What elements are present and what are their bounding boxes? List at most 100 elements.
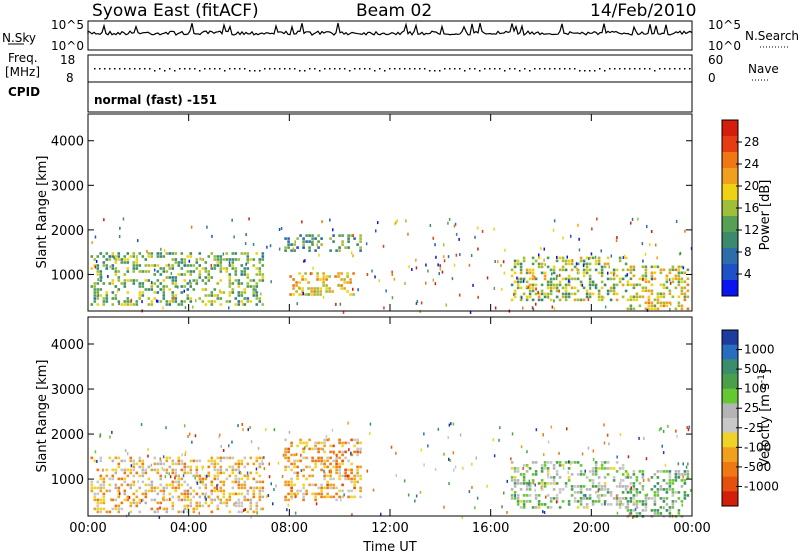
noise-cell bbox=[686, 426, 688, 429]
echo-cell bbox=[564, 277, 568, 281]
freq-dot bbox=[159, 68, 161, 70]
echo-cell bbox=[615, 298, 619, 302]
echo-cell bbox=[225, 477, 229, 481]
echo-cell bbox=[177, 303, 181, 306]
echo-cell bbox=[329, 456, 332, 460]
echo-cell bbox=[168, 456, 172, 460]
echo-cell bbox=[525, 500, 529, 503]
echo-cell bbox=[543, 274, 547, 278]
echo-cell bbox=[192, 474, 196, 478]
echo-cell bbox=[219, 480, 223, 484]
echo-cell bbox=[588, 283, 592, 287]
noise-cell bbox=[113, 256, 115, 260]
echo-cell bbox=[111, 267, 115, 270]
noise-cell bbox=[187, 435, 189, 438]
noise-cell bbox=[678, 252, 681, 256]
echo-cell bbox=[234, 270, 238, 273]
echo-cell bbox=[246, 492, 250, 496]
echo-cell bbox=[207, 300, 211, 303]
noise-cell bbox=[555, 500, 558, 504]
colorbar-segment bbox=[722, 491, 738, 507]
echo-cell bbox=[231, 471, 235, 475]
echo-cell bbox=[225, 300, 229, 303]
echo-cell bbox=[228, 279, 232, 282]
echo-cell bbox=[579, 256, 583, 260]
echo-cell bbox=[359, 447, 362, 451]
noise-cell bbox=[260, 507, 262, 511]
echo-cell bbox=[293, 459, 296, 463]
echo-cell bbox=[513, 467, 517, 470]
noise-cell bbox=[547, 475, 549, 479]
echo-cell bbox=[516, 277, 520, 281]
echo-cell bbox=[341, 441, 344, 445]
echo-cell bbox=[632, 470, 636, 473]
echo-cell bbox=[606, 473, 610, 476]
echo-cell bbox=[153, 273, 157, 276]
echo-cell bbox=[237, 510, 241, 514]
echo-cell bbox=[320, 495, 323, 499]
echo-cell bbox=[90, 285, 94, 288]
echo-cell bbox=[290, 486, 293, 490]
echo-cell bbox=[302, 450, 305, 454]
echo-cell bbox=[252, 462, 256, 466]
echo-cell bbox=[320, 237, 323, 240]
echo-cell bbox=[287, 450, 290, 454]
noise-cell bbox=[137, 480, 139, 484]
echo-cell bbox=[120, 303, 124, 306]
echo-cell bbox=[117, 489, 121, 493]
echo-cell bbox=[153, 456, 157, 460]
noise-cell bbox=[588, 257, 590, 261]
echo-cell bbox=[659, 301, 663, 305]
echo-cell bbox=[99, 456, 103, 460]
echo-cell bbox=[534, 461, 538, 464]
echo-cell bbox=[686, 473, 690, 476]
echo-cell bbox=[540, 467, 544, 470]
echo-cell bbox=[174, 252, 178, 255]
echo-cell bbox=[537, 506, 541, 509]
y-tick-label: 4000 bbox=[51, 135, 84, 150]
echo-cell bbox=[555, 274, 559, 278]
noise-cell bbox=[273, 428, 276, 432]
echo-cell bbox=[591, 485, 595, 488]
echo-cell bbox=[356, 471, 359, 475]
echo-cell bbox=[686, 277, 690, 281]
echo-cell bbox=[579, 488, 583, 491]
echo-cell bbox=[96, 297, 100, 300]
echo-cell bbox=[177, 483, 181, 487]
echo-cell bbox=[117, 252, 121, 255]
echo-cell bbox=[552, 497, 556, 500]
echo-cell bbox=[549, 277, 553, 281]
echo-cell bbox=[261, 507, 265, 511]
echo-cell bbox=[597, 292, 601, 296]
echo-cell bbox=[329, 249, 332, 252]
echo-cell bbox=[287, 240, 290, 243]
echo-cell bbox=[609, 467, 613, 470]
noise-cell bbox=[162, 507, 164, 511]
noise-cell bbox=[249, 426, 251, 429]
echo-cell bbox=[138, 498, 142, 502]
echo-cell bbox=[641, 473, 645, 476]
noise-cell bbox=[267, 494, 270, 497]
echo-cell bbox=[629, 509, 633, 512]
echo-cell bbox=[304, 293, 307, 296]
echo-cell bbox=[603, 482, 607, 485]
noise-cell bbox=[242, 428, 244, 432]
echo-cell bbox=[210, 489, 214, 493]
echo-cell bbox=[310, 293, 313, 296]
echo-cell bbox=[123, 300, 127, 303]
echo-cell bbox=[123, 285, 127, 288]
echo-cell bbox=[138, 456, 142, 460]
echo-cell bbox=[246, 474, 250, 478]
echo-cell bbox=[132, 264, 136, 267]
echo-cell bbox=[147, 252, 151, 255]
echo-cell bbox=[165, 303, 169, 306]
echo-cell bbox=[335, 249, 338, 252]
noise-cell bbox=[140, 423, 143, 427]
echo-cell bbox=[558, 268, 562, 272]
echo-cell bbox=[567, 274, 571, 278]
echo-cell bbox=[243, 498, 247, 502]
echo-cell bbox=[323, 450, 326, 454]
noise-cell bbox=[265, 428, 267, 432]
echo-cell bbox=[305, 240, 308, 243]
freq-dot bbox=[474, 68, 476, 70]
